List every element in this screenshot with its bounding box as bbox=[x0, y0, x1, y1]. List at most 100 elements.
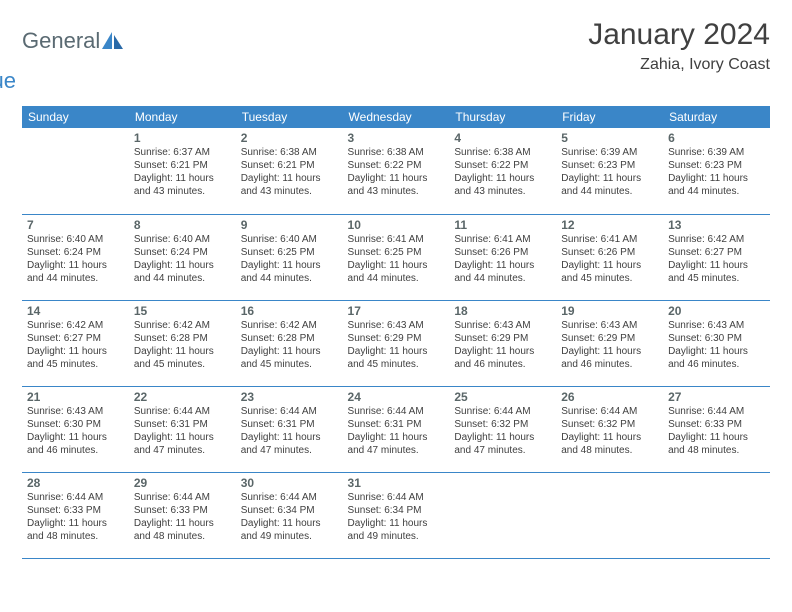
calendar-cell: 26Sunrise: 6:44 AMSunset: 6:32 PMDayligh… bbox=[556, 386, 663, 472]
calendar-cell bbox=[22, 128, 129, 214]
title-block: January 2024 Zahia, Ivory Coast bbox=[588, 18, 770, 74]
calendar-cell: 4Sunrise: 6:38 AMSunset: 6:22 PMDaylight… bbox=[449, 128, 556, 214]
day-number: 14 bbox=[27, 304, 124, 318]
day-number: 8 bbox=[134, 218, 231, 232]
day-info: Sunrise: 6:40 AMSunset: 6:24 PMDaylight:… bbox=[27, 233, 124, 285]
day-info: Sunrise: 6:37 AMSunset: 6:21 PMDaylight:… bbox=[134, 146, 231, 198]
day-number: 16 bbox=[241, 304, 338, 318]
day-number: 6 bbox=[668, 131, 765, 145]
day-number: 31 bbox=[348, 476, 445, 490]
calendar-cell: 29Sunrise: 6:44 AMSunset: 6:33 PMDayligh… bbox=[129, 472, 236, 558]
calendar-header-tuesday: Tuesday bbox=[236, 106, 343, 128]
day-info: Sunrise: 6:42 AMSunset: 6:27 PMDaylight:… bbox=[27, 319, 124, 371]
day-info: Sunrise: 6:44 AMSunset: 6:33 PMDaylight:… bbox=[27, 491, 124, 543]
day-info: Sunrise: 6:42 AMSunset: 6:27 PMDaylight:… bbox=[668, 233, 765, 285]
day-info: Sunrise: 6:44 AMSunset: 6:34 PMDaylight:… bbox=[241, 491, 338, 543]
day-number: 12 bbox=[561, 218, 658, 232]
calendar-cell: 12Sunrise: 6:41 AMSunset: 6:26 PMDayligh… bbox=[556, 214, 663, 300]
day-info: Sunrise: 6:39 AMSunset: 6:23 PMDaylight:… bbox=[668, 146, 765, 198]
calendar-row: 14Sunrise: 6:42 AMSunset: 6:27 PMDayligh… bbox=[22, 300, 770, 386]
calendar-cell bbox=[663, 472, 770, 558]
calendar-row: 21Sunrise: 6:43 AMSunset: 6:30 PMDayligh… bbox=[22, 386, 770, 472]
day-info: Sunrise: 6:42 AMSunset: 6:28 PMDaylight:… bbox=[134, 319, 231, 371]
day-number: 19 bbox=[561, 304, 658, 318]
calendar-header-friday: Friday bbox=[556, 106, 663, 128]
calendar-cell: 6Sunrise: 6:39 AMSunset: 6:23 PMDaylight… bbox=[663, 128, 770, 214]
calendar-cell: 13Sunrise: 6:42 AMSunset: 6:27 PMDayligh… bbox=[663, 214, 770, 300]
day-number: 1 bbox=[134, 131, 231, 145]
day-number: 24 bbox=[348, 390, 445, 404]
calendar-cell: 1Sunrise: 6:37 AMSunset: 6:21 PMDaylight… bbox=[129, 128, 236, 214]
calendar-cell: 8Sunrise: 6:40 AMSunset: 6:24 PMDaylight… bbox=[129, 214, 236, 300]
day-number: 4 bbox=[454, 131, 551, 145]
calendar-table: SundayMondayTuesdayWednesdayThursdayFrid… bbox=[22, 106, 770, 559]
day-info: Sunrise: 6:44 AMSunset: 6:31 PMDaylight:… bbox=[241, 405, 338, 457]
day-number: 29 bbox=[134, 476, 231, 490]
day-number: 13 bbox=[668, 218, 765, 232]
day-info: Sunrise: 6:40 AMSunset: 6:24 PMDaylight:… bbox=[134, 233, 231, 285]
day-info: Sunrise: 6:43 AMSunset: 6:30 PMDaylight:… bbox=[27, 405, 124, 457]
calendar-cell: 14Sunrise: 6:42 AMSunset: 6:27 PMDayligh… bbox=[22, 300, 129, 386]
day-info: Sunrise: 6:43 AMSunset: 6:29 PMDaylight:… bbox=[454, 319, 551, 371]
calendar-header-saturday: Saturday bbox=[663, 106, 770, 128]
calendar-cell: 3Sunrise: 6:38 AMSunset: 6:22 PMDaylight… bbox=[343, 128, 450, 214]
day-number: 26 bbox=[561, 390, 658, 404]
day-info: Sunrise: 6:43 AMSunset: 6:29 PMDaylight:… bbox=[348, 319, 445, 371]
day-number: 21 bbox=[27, 390, 124, 404]
calendar-cell: 22Sunrise: 6:44 AMSunset: 6:31 PMDayligh… bbox=[129, 386, 236, 472]
day-info: Sunrise: 6:44 AMSunset: 6:33 PMDaylight:… bbox=[134, 491, 231, 543]
calendar-header-row: SundayMondayTuesdayWednesdayThursdayFrid… bbox=[22, 106, 770, 128]
day-number: 20 bbox=[668, 304, 765, 318]
calendar-cell: 19Sunrise: 6:43 AMSunset: 6:29 PMDayligh… bbox=[556, 300, 663, 386]
month-title: January 2024 bbox=[588, 18, 770, 52]
day-info: Sunrise: 6:44 AMSunset: 6:31 PMDaylight:… bbox=[134, 405, 231, 457]
calendar-header-sunday: Sunday bbox=[22, 106, 129, 128]
day-info: Sunrise: 6:44 AMSunset: 6:33 PMDaylight:… bbox=[668, 405, 765, 457]
day-number: 25 bbox=[454, 390, 551, 404]
day-info: Sunrise: 6:41 AMSunset: 6:26 PMDaylight:… bbox=[561, 233, 658, 285]
calendar-cell: 27Sunrise: 6:44 AMSunset: 6:33 PMDayligh… bbox=[663, 386, 770, 472]
day-info: Sunrise: 6:44 AMSunset: 6:32 PMDaylight:… bbox=[561, 405, 658, 457]
calendar-cell: 7Sunrise: 6:40 AMSunset: 6:24 PMDaylight… bbox=[22, 214, 129, 300]
calendar-cell: 23Sunrise: 6:44 AMSunset: 6:31 PMDayligh… bbox=[236, 386, 343, 472]
calendar-cell: 20Sunrise: 6:43 AMSunset: 6:30 PMDayligh… bbox=[663, 300, 770, 386]
calendar-row: 7Sunrise: 6:40 AMSunset: 6:24 PMDaylight… bbox=[22, 214, 770, 300]
calendar-cell: 31Sunrise: 6:44 AMSunset: 6:34 PMDayligh… bbox=[343, 472, 450, 558]
day-info: Sunrise: 6:39 AMSunset: 6:23 PMDaylight:… bbox=[561, 146, 658, 198]
day-info: Sunrise: 6:43 AMSunset: 6:29 PMDaylight:… bbox=[561, 319, 658, 371]
calendar-row: 1Sunrise: 6:37 AMSunset: 6:21 PMDaylight… bbox=[22, 128, 770, 214]
day-number: 10 bbox=[348, 218, 445, 232]
day-info: Sunrise: 6:40 AMSunset: 6:25 PMDaylight:… bbox=[241, 233, 338, 285]
day-info: Sunrise: 6:43 AMSunset: 6:30 PMDaylight:… bbox=[668, 319, 765, 371]
calendar-cell bbox=[449, 472, 556, 558]
calendar-cell: 24Sunrise: 6:44 AMSunset: 6:31 PMDayligh… bbox=[343, 386, 450, 472]
day-number: 3 bbox=[348, 131, 445, 145]
calendar-row: 28Sunrise: 6:44 AMSunset: 6:33 PMDayligh… bbox=[22, 472, 770, 558]
calendar-cell: 30Sunrise: 6:44 AMSunset: 6:34 PMDayligh… bbox=[236, 472, 343, 558]
day-info: Sunrise: 6:38 AMSunset: 6:22 PMDaylight:… bbox=[348, 146, 445, 198]
day-info: Sunrise: 6:42 AMSunset: 6:28 PMDaylight:… bbox=[241, 319, 338, 371]
day-info: Sunrise: 6:38 AMSunset: 6:22 PMDaylight:… bbox=[454, 146, 551, 198]
calendar-cell: 15Sunrise: 6:42 AMSunset: 6:28 PMDayligh… bbox=[129, 300, 236, 386]
day-number: 7 bbox=[27, 218, 124, 232]
calendar-cell: 17Sunrise: 6:43 AMSunset: 6:29 PMDayligh… bbox=[343, 300, 450, 386]
day-info: Sunrise: 6:41 AMSunset: 6:25 PMDaylight:… bbox=[348, 233, 445, 285]
calendar-cell bbox=[556, 472, 663, 558]
calendar-cell: 25Sunrise: 6:44 AMSunset: 6:32 PMDayligh… bbox=[449, 386, 556, 472]
day-number: 9 bbox=[241, 218, 338, 232]
calendar-header-thursday: Thursday bbox=[449, 106, 556, 128]
day-number: 22 bbox=[134, 390, 231, 404]
day-info: Sunrise: 6:38 AMSunset: 6:21 PMDaylight:… bbox=[241, 146, 338, 198]
day-number: 30 bbox=[241, 476, 338, 490]
calendar-header-wednesday: Wednesday bbox=[343, 106, 450, 128]
day-number: 23 bbox=[241, 390, 338, 404]
calendar-cell: 21Sunrise: 6:43 AMSunset: 6:30 PMDayligh… bbox=[22, 386, 129, 472]
calendar-cell: 10Sunrise: 6:41 AMSunset: 6:25 PMDayligh… bbox=[343, 214, 450, 300]
calendar-cell: 11Sunrise: 6:41 AMSunset: 6:26 PMDayligh… bbox=[449, 214, 556, 300]
day-number: 2 bbox=[241, 131, 338, 145]
day-number: 15 bbox=[134, 304, 231, 318]
day-info: Sunrise: 6:44 AMSunset: 6:34 PMDaylight:… bbox=[348, 491, 445, 543]
calendar-cell: 9Sunrise: 6:40 AMSunset: 6:25 PMDaylight… bbox=[236, 214, 343, 300]
day-info: Sunrise: 6:41 AMSunset: 6:26 PMDaylight:… bbox=[454, 233, 551, 285]
day-number: 17 bbox=[348, 304, 445, 318]
